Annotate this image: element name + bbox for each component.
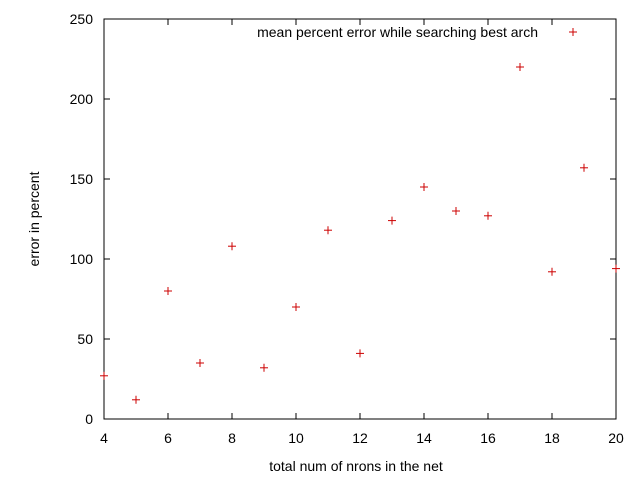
legend: mean percent error while searching best … [257, 24, 577, 40]
data-point [420, 183, 428, 191]
y-tick-label: 200 [70, 91, 94, 107]
data-point [324, 226, 332, 235]
x-tick-label: 4 [100, 430, 108, 446]
x-tick-label: 14 [416, 430, 432, 446]
data-point [292, 303, 300, 311]
data-point [452, 207, 460, 215]
y-axis-label: error in percent [26, 171, 42, 266]
x-tick-label: 10 [288, 430, 304, 446]
y-tick-label: 250 [70, 11, 94, 27]
data-point [260, 363, 268, 372]
data-point [356, 349, 364, 358]
legend-label: mean percent error while searching best … [257, 24, 538, 40]
data-point [580, 163, 588, 172]
data-point [548, 267, 556, 276]
legend-marker-plus [569, 28, 577, 36]
y-tick-label: 0 [85, 411, 93, 427]
data-point [484, 211, 492, 220]
x-tick-label: 8 [228, 430, 236, 446]
data-point [516, 63, 524, 71]
data-point [612, 264, 620, 273]
x-tick-label: 18 [544, 430, 560, 446]
y-tick-label: 50 [77, 331, 93, 347]
axis-ticks [103, 18, 617, 420]
plot-frame [103, 18, 617, 420]
y-tick-label: 150 [70, 171, 94, 187]
y-tick-label: 100 [70, 251, 94, 267]
x-tick-label: 6 [164, 430, 172, 446]
data-points [100, 63, 620, 404]
data-point [196, 359, 204, 367]
x-axis-label: total num of nrons in the net [269, 458, 443, 474]
data-point [132, 395, 140, 404]
legend-marker [569, 28, 577, 36]
x-tick-label: 16 [480, 430, 496, 446]
x-tick-label: 20 [608, 430, 624, 446]
data-point [388, 216, 396, 225]
data-point [164, 287, 172, 295]
data-point [228, 242, 236, 251]
data-point [100, 371, 108, 380]
x-tick-label: 12 [352, 430, 368, 446]
